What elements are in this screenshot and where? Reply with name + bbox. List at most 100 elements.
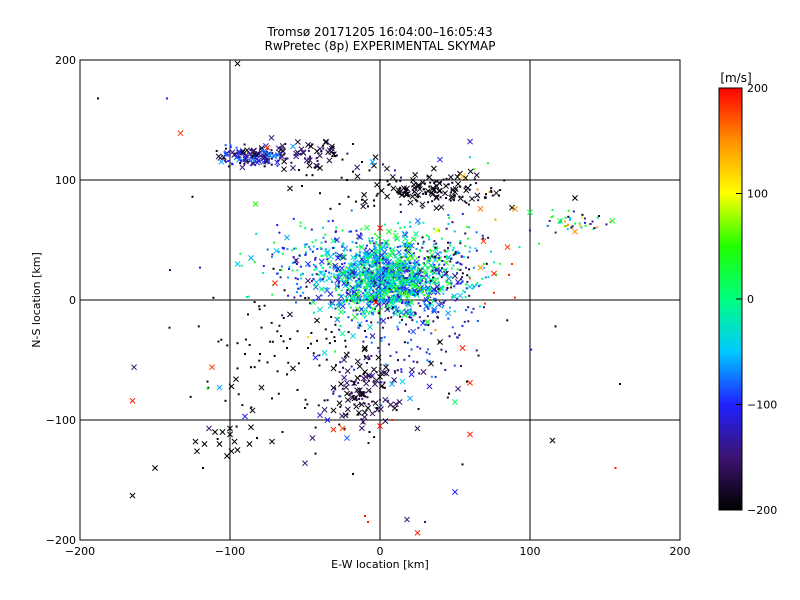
data-point-dot — [324, 233, 327, 236]
data-point-dot — [338, 395, 341, 398]
data-point-dot — [280, 265, 283, 268]
data-point-dot — [422, 221, 425, 224]
data-point-dot — [485, 262, 488, 265]
data-point-cross — [380, 298, 387, 305]
data-point-dot — [191, 195, 194, 198]
data-point-dot — [450, 295, 453, 298]
data-point-dot — [369, 310, 372, 313]
data-point-dot — [410, 316, 413, 319]
data-point-dot — [247, 295, 250, 298]
data-point-dot — [449, 260, 452, 263]
data-point-dot — [315, 157, 318, 160]
data-point-cross — [356, 233, 362, 240]
data-point-dot — [248, 343, 251, 346]
data-point-dot — [442, 178, 445, 181]
data-point-dot — [364, 289, 367, 292]
data-point-dot — [279, 276, 282, 279]
data-point-dot — [372, 285, 375, 288]
data-point-dot — [296, 283, 299, 286]
data-point-dot — [307, 336, 309, 339]
data-point-dot — [450, 267, 453, 270]
data-point-cross — [317, 306, 323, 313]
data-point-dot — [324, 328, 327, 331]
x-axis-label: E-W location [km] — [331, 558, 429, 571]
data-point-dot — [333, 340, 336, 343]
data-point-cross — [339, 413, 345, 419]
data-point-dot — [442, 301, 445, 304]
data-point-dot — [404, 243, 407, 246]
data-point-dot — [390, 305, 393, 308]
data-point-cross — [242, 413, 248, 420]
data-point-cross — [234, 153, 241, 160]
data-point-dot — [330, 330, 333, 333]
x-tick-label: −200 — [65, 545, 95, 558]
data-point-dot — [417, 223, 420, 226]
data-point-cross — [375, 269, 382, 275]
data-point-cross — [445, 310, 452, 317]
data-point-dot — [579, 224, 582, 227]
colorbar-unit: [m/s] — [720, 71, 751, 85]
data-point-dot — [335, 285, 338, 288]
data-point-dot — [374, 243, 377, 246]
data-point-dot — [433, 281, 436, 284]
data-point-dot — [387, 399, 390, 402]
data-point-dot — [494, 218, 497, 221]
data-point-dot — [296, 269, 299, 272]
data-point-dot — [366, 396, 369, 399]
data-point-cross — [152, 465, 158, 471]
data-point-dot — [267, 159, 270, 162]
data-point-dot — [359, 290, 362, 293]
data-point-dot — [377, 310, 380, 313]
data-point-cross — [313, 162, 320, 169]
data-point-dot — [499, 262, 502, 265]
data-point-dot — [379, 283, 382, 286]
data-point-dot — [358, 286, 361, 289]
data-point-dot — [250, 406, 253, 409]
data-point-cross — [393, 401, 399, 408]
data-point-dot — [538, 242, 540, 245]
data-point-cross — [430, 185, 437, 192]
data-point-dot — [438, 281, 441, 284]
data-point-cross — [307, 143, 314, 150]
data-point-cross — [408, 242, 415, 249]
data-point-dot — [363, 312, 366, 315]
data-point-cross — [192, 438, 199, 445]
data-point-cross — [284, 234, 290, 241]
data-point-dot — [315, 273, 318, 276]
data-point-dot — [325, 279, 328, 282]
data-point-dot — [350, 392, 353, 395]
data-point-dot — [334, 155, 336, 157]
data-point-dot — [279, 157, 282, 160]
data-point-cross — [459, 345, 466, 351]
data-point-cross — [337, 269, 344, 276]
data-point-dot — [564, 216, 567, 219]
data-point-dot — [338, 423, 341, 426]
data-point-cross — [381, 288, 388, 295]
data-point-cross — [305, 277, 311, 284]
data-point-dot — [370, 265, 373, 268]
data-point-dot — [449, 244, 452, 247]
data-point-dot — [360, 263, 363, 266]
data-point-cross — [317, 412, 323, 419]
data-point-dot — [384, 279, 387, 282]
data-point-dot — [437, 257, 440, 260]
data-point-dot — [488, 191, 491, 193]
data-point-cross — [223, 151, 230, 158]
data-point-cross — [389, 381, 395, 387]
data-point-dot — [291, 249, 294, 252]
data-point-dot — [310, 331, 313, 334]
data-point-dot — [360, 312, 363, 315]
data-point-dot — [278, 147, 281, 150]
data-point-dot — [413, 311, 416, 314]
data-point-dot — [413, 277, 416, 280]
data-point-dot — [355, 397, 358, 400]
data-point-dot — [392, 312, 395, 315]
data-point-dot — [433, 297, 436, 300]
data-point-dot — [373, 204, 376, 207]
data-point-cross — [383, 165, 390, 172]
data-point-dot — [374, 247, 377, 250]
data-point-cross — [262, 151, 269, 158]
data-point-dot — [334, 237, 337, 240]
